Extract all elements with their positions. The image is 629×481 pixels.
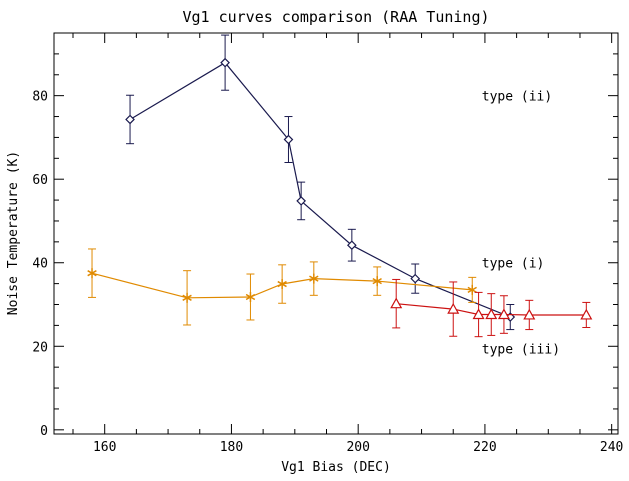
annotations: type (ii) type (i) type (iii): [482, 90, 560, 358]
data-point: [410, 273, 421, 284]
data-point: [523, 308, 536, 320]
y-tick-label: 0: [40, 424, 48, 439]
data-point: [497, 308, 510, 320]
plot-frame: [53, 32, 619, 435]
asterisk-stroke: [467, 286, 477, 294]
data-point: [346, 240, 357, 251]
asterisk-stroke: [309, 275, 319, 282]
annotation: type (ii): [482, 90, 552, 105]
data-point: [309, 273, 319, 284]
x-tick-label: 180: [220, 440, 243, 455]
annotation: type (iii): [482, 342, 560, 357]
x-tick-label: 200: [346, 440, 369, 455]
data-point: [390, 297, 403, 309]
data-point: [372, 276, 382, 287]
data-point: [245, 291, 256, 302]
data-point: [296, 196, 306, 206]
data-point: [283, 134, 294, 145]
data-point: [220, 57, 230, 68]
data-point: [277, 279, 287, 290]
series-asterisk: [87, 248, 477, 326]
asterisk-stroke: [182, 294, 192, 301]
y-tick-label: 80: [32, 90, 48, 105]
y-axis-label: Noise Temperature (K): [6, 151, 21, 315]
axes: 160 180 200 220 240 0 20 40 60 80: [32, 33, 623, 455]
series-diamond: [125, 34, 516, 331]
y-tick-label: 60: [32, 173, 48, 188]
chart-title: Vg1 curves comparison (RAA Tuning): [182, 8, 489, 26]
data-point: [125, 114, 135, 125]
asterisk-stroke: [372, 277, 382, 285]
asterisk-stroke: [277, 280, 287, 288]
x-axis-label: Vg1 Bias (DEC): [281, 460, 391, 475]
data-point: [472, 308, 485, 320]
y-tick-label: 20: [32, 340, 48, 355]
asterisk-stroke: [87, 270, 97, 277]
data-point: [447, 302, 460, 314]
data-point: [485, 308, 498, 320]
series-layer: [87, 34, 593, 338]
data-point: [580, 308, 593, 320]
y-tick-label: 40: [32, 257, 48, 272]
data-point: [467, 284, 477, 295]
annotation: type (i): [482, 257, 545, 272]
x-tick-label: 240: [600, 440, 623, 455]
x-tick-label: 160: [93, 440, 116, 455]
x-tick-label: 220: [473, 440, 496, 455]
asterisk-stroke: [245, 293, 256, 301]
data-point: [182, 292, 192, 303]
series-triangle: [390, 278, 593, 338]
data-point: [87, 268, 97, 279]
